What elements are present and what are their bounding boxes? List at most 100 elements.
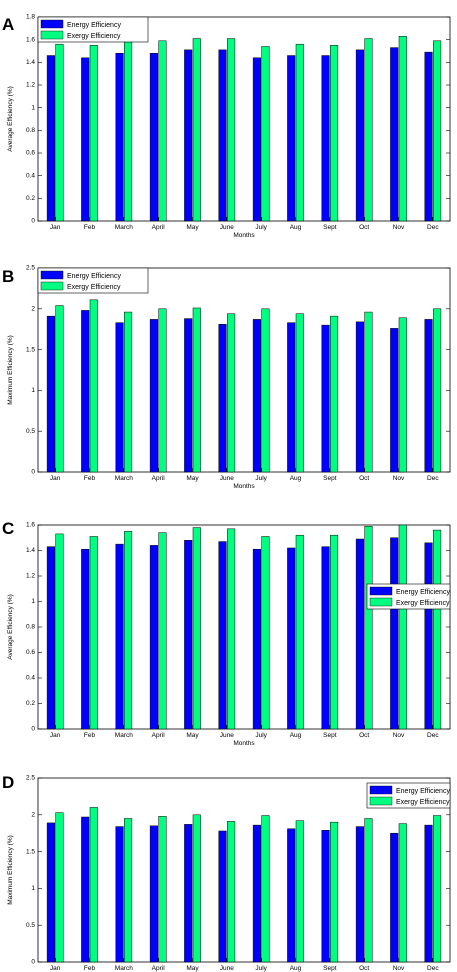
bar-energy-july xyxy=(252,319,261,473)
bar-energy-dec xyxy=(424,542,433,730)
bar-exergy-aug xyxy=(295,313,304,473)
x-tick-label: June xyxy=(220,475,234,482)
y-tick-label: 1 xyxy=(31,387,35,394)
x-tick-label: Feb xyxy=(84,732,96,739)
bar-energy-may xyxy=(184,49,193,222)
bar-energy-march xyxy=(115,322,124,473)
x-tick-label: Aug xyxy=(290,732,302,739)
legend: Energy Efficiency Exergy Efficiency xyxy=(37,267,149,294)
bar-exergy-feb xyxy=(89,536,98,730)
y-tick-label: 1.5 xyxy=(26,848,35,855)
x-tick-label: Aug xyxy=(290,224,302,231)
bar-energy-aug xyxy=(287,322,296,473)
plot-area xyxy=(37,524,451,730)
y-tick-label: 0.5 xyxy=(26,922,35,929)
y-tick-label: 0.6 xyxy=(26,649,35,656)
x-tick-label: Jan xyxy=(50,732,61,739)
y-tick-label: 1.6 xyxy=(26,522,35,529)
bar-exergy-july xyxy=(261,46,270,222)
x-tick-label: Dec xyxy=(427,965,439,972)
plot-area xyxy=(37,777,451,963)
x-tick-label: Oct xyxy=(359,965,369,972)
bar-exergy-april xyxy=(158,40,167,222)
x-tick-label: Dec xyxy=(427,732,439,739)
y-tick-label: 0.2 xyxy=(26,700,35,707)
bar-energy-april xyxy=(149,319,158,473)
bar-exergy-jan xyxy=(55,533,64,730)
y-tick-label: 2.5 xyxy=(26,265,35,272)
y-tick-label: 0.4 xyxy=(26,675,35,682)
bar-energy-june xyxy=(218,324,227,473)
x-tick-label: Feb xyxy=(84,965,96,972)
y-tick-label: 0 xyxy=(31,218,35,225)
bar-energy-june xyxy=(218,830,227,963)
legend-swatch-exergy xyxy=(369,597,393,607)
bar-energy-march xyxy=(115,826,124,963)
bar-energy-may xyxy=(184,824,193,963)
x-tick-label: Nov xyxy=(393,732,405,739)
y-tick-label: 2 xyxy=(31,306,35,313)
chart-panel-b: B 0 0.5 1 1.5 2 2.5 Jan Feb March April May June July… xyxy=(2,265,451,490)
bar-energy-nov xyxy=(390,47,399,222)
legend-swatch-energy xyxy=(40,19,64,29)
x-tick-label: Nov xyxy=(393,475,405,482)
bar-energy-june xyxy=(218,541,227,730)
bar-energy-nov xyxy=(390,328,399,473)
bar-energy-june xyxy=(218,49,227,222)
y-tick-label: 0.8 xyxy=(26,127,35,134)
x-tick-label: May xyxy=(186,475,199,482)
legend-swatch-energy xyxy=(369,586,393,596)
bar-exergy-july xyxy=(261,536,270,730)
bar-exergy-march xyxy=(124,41,133,222)
x-tick-label: May xyxy=(186,965,199,972)
legend: Energy Efficiency Exergy Efficiency xyxy=(366,782,450,809)
legend-swatch-energy xyxy=(40,270,64,280)
x-axis-title: Months xyxy=(233,483,255,490)
bar-energy-feb xyxy=(81,548,90,730)
x-tick-label: April xyxy=(152,224,166,231)
bar-energy-july xyxy=(252,824,261,963)
x-tick-label: July xyxy=(255,732,267,739)
x-tick-label: Nov xyxy=(393,965,405,972)
x-tick-label: Sept xyxy=(323,224,337,231)
bar-exergy-dec xyxy=(433,529,442,730)
bar-energy-sept xyxy=(321,324,330,473)
bar-exergy-oct xyxy=(364,311,373,473)
y-tick-label: 1.4 xyxy=(26,59,35,66)
x-tick-label: Aug xyxy=(290,475,302,482)
bar-energy-nov xyxy=(390,832,399,963)
x-tick-label: May xyxy=(186,224,199,231)
x-tick-label: July xyxy=(255,224,267,231)
y-tick-label: 1 xyxy=(31,885,35,892)
y-tick-label: 1.4 xyxy=(26,547,35,554)
plot-area xyxy=(37,16,451,222)
x-tick-label: Nov xyxy=(393,224,405,231)
bar-energy-april xyxy=(149,825,158,963)
bar-exergy-feb xyxy=(89,299,98,473)
bar-exergy-june xyxy=(227,38,236,222)
x-tick-label: Oct xyxy=(359,224,369,231)
bar-exergy-oct xyxy=(364,818,373,963)
x-tick-label: June xyxy=(220,732,234,739)
y-tick-label: 0 xyxy=(31,469,35,476)
x-tick-label: April xyxy=(152,965,166,972)
bar-exergy-oct xyxy=(364,38,373,222)
bar-exergy-feb xyxy=(89,45,98,222)
bar-exergy-april xyxy=(158,308,167,473)
bar-exergy-july xyxy=(261,815,270,963)
bar-exergy-march xyxy=(124,818,133,963)
y-tick-label: 0.4 xyxy=(26,172,35,179)
bar-energy-dec xyxy=(424,51,433,222)
bar-energy-jan xyxy=(46,822,55,963)
bar-exergy-april xyxy=(158,532,167,730)
y-tick-label: 1 xyxy=(31,598,35,605)
bar-energy-july xyxy=(252,57,261,222)
bar-energy-may xyxy=(184,540,193,730)
panel-letter: C xyxy=(2,519,14,538)
bar-energy-march xyxy=(115,543,124,730)
bar-exergy-may xyxy=(192,527,201,730)
bar-energy-may xyxy=(184,318,193,473)
x-tick-label: Feb xyxy=(84,224,96,231)
y-tick-label: 0.2 xyxy=(26,195,35,202)
y-tick-label: 1.2 xyxy=(26,82,35,89)
